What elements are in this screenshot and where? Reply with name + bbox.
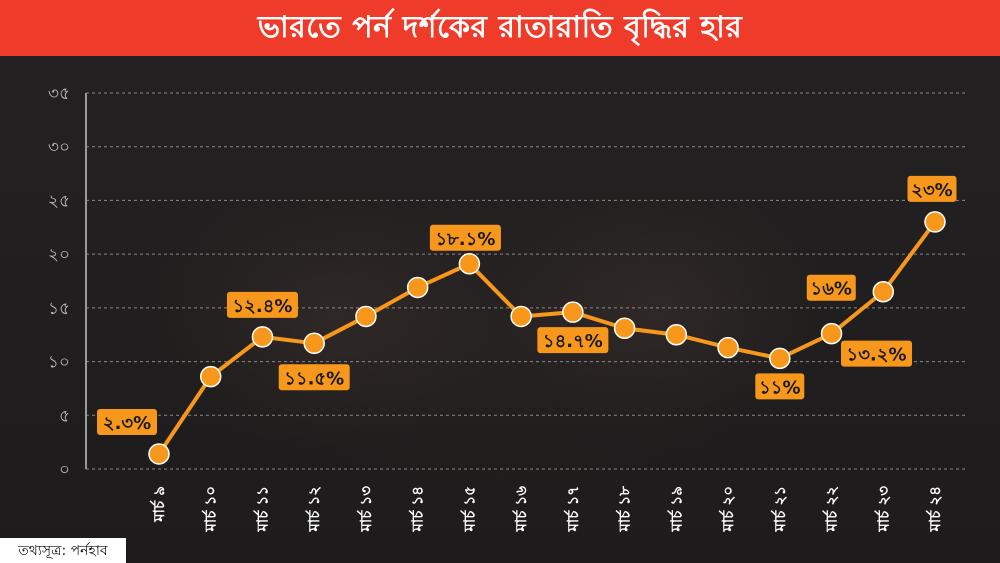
x-axis-ticks: মার্চ ৯ মার্চ ১০ মার্চ ১১ মার্চ ১২ মার্চ ১৩ ম… <box>149 486 944 533</box>
data-markers <box>148 211 946 465</box>
data-label-box <box>226 291 298 318</box>
data-label: ১৬% <box>806 274 856 301</box>
data-point-marker <box>717 336 739 359</box>
data-label: ২৩% <box>907 175 957 202</box>
data-label: ১৪.৭% <box>537 327 609 354</box>
data-point-marker <box>406 276 429 299</box>
y-tick-label: ২০ <box>48 245 70 265</box>
data-labels: ২.৩% ১২.৪% ১১.৫% ১৮.১% ১৪.৭% ১১% ১৩.২% ১৬% ২৩% <box>97 175 957 435</box>
y-axis-ticks: ০ ৫ ১০ ১৫ ২০ ২৫ ৩০ ৩৫ <box>48 84 70 480</box>
data-label-text: ২৩% <box>911 180 952 201</box>
x-tick-label: মার্চ ২৩ <box>873 486 892 533</box>
x-tick-label: মার্চ ১০ <box>201 486 220 532</box>
data-label: ১৩.২% <box>841 340 913 367</box>
x-tick-label: মার্চ ১২ <box>304 486 323 532</box>
y-tick-label: ৩০ <box>48 138 70 158</box>
data-point-marker <box>613 317 636 340</box>
data-point-marker <box>303 332 325 355</box>
data-label-text: ২.৩% <box>103 413 151 434</box>
data-point-marker <box>872 280 895 303</box>
source-credit: তথ্যসূত্র: পর্নহাব <box>0 538 126 563</box>
data-label: ১২.৪% <box>226 291 298 318</box>
y-tick-label: ১০ <box>48 353 70 373</box>
data-label-box <box>537 327 609 354</box>
title-bar: ভারতে পর্ন দর্শকের রাতারাতি বৃদ্ধির হার <box>0 0 1000 56</box>
data-label: ১১.৫% <box>278 364 350 391</box>
x-tick-label: মার্চ ১৫ <box>460 486 479 532</box>
data-point-marker <box>510 305 532 328</box>
data-label-text: ১২.৪% <box>232 296 292 317</box>
data-label-box <box>841 340 913 367</box>
y-tick-label: ৩৫ <box>48 84 70 104</box>
data-point-marker <box>251 326 274 348</box>
y-tick-label: ৫ <box>59 406 70 426</box>
data-label-box <box>97 408 157 435</box>
background-image <box>0 56 1000 563</box>
x-tick-label: মার্চ ২০ <box>718 486 737 533</box>
data-point-marker <box>355 305 377 328</box>
x-tick-label: মার্চ ১৬ <box>511 486 530 533</box>
data-label-text: ১১% <box>759 377 800 398</box>
data-label-text: ১১.৫% <box>284 368 344 389</box>
y-tick-label: ২৫ <box>48 191 70 211</box>
x-tick-label: মার্চ ২৪ <box>925 486 944 532</box>
x-tick-label: মার্চ ১৩ <box>356 486 375 533</box>
data-point-marker <box>199 365 222 388</box>
x-tick-label: মার্চ ২১ <box>770 486 789 532</box>
data-label-box <box>755 373 805 400</box>
data-label-box <box>907 175 957 202</box>
data-label-box <box>429 224 501 251</box>
chart-title: ভারতে পর্ন দর্শকের রাতারাতি বৃদ্ধির হার <box>257 9 743 45</box>
data-label-text: ১৮.১% <box>435 229 495 250</box>
data-point-marker <box>924 211 946 233</box>
data-point-marker <box>769 347 791 370</box>
x-tick-label: মার্চ ১৪ <box>408 486 427 532</box>
y-tick-label: ১৫ <box>48 299 70 319</box>
y-tick-label: ০ <box>59 460 70 480</box>
data-label-box <box>806 274 856 301</box>
data-label-box <box>278 364 350 391</box>
data-label: ২.৩% <box>97 408 157 435</box>
x-tick-label: মার্চ ১১ <box>253 486 272 532</box>
data-label-text: ১৩.২% <box>847 345 907 366</box>
data-point-marker <box>665 323 688 346</box>
data-label-text: ১৪.৭% <box>543 331 603 352</box>
data-point-marker <box>562 301 584 323</box>
data-point-marker <box>148 443 170 465</box>
data-point-marker <box>458 253 481 275</box>
x-tick-label: মার্চ ১৯ <box>667 486 686 532</box>
data-label: ১৮.১% <box>429 224 501 251</box>
data-label: ১১% <box>755 373 805 400</box>
data-label-text: ১৬% <box>811 279 852 300</box>
x-tick-label: মার্চ ২২ <box>822 486 841 533</box>
data-point-marker <box>820 322 843 345</box>
x-tick-label: মার্চ ১৭ <box>563 486 582 532</box>
x-tick-label: মার্চ ১৮ <box>615 486 634 533</box>
series-line <box>157 220 937 456</box>
x-tick-label: মার্চ ৯ <box>149 486 168 523</box>
